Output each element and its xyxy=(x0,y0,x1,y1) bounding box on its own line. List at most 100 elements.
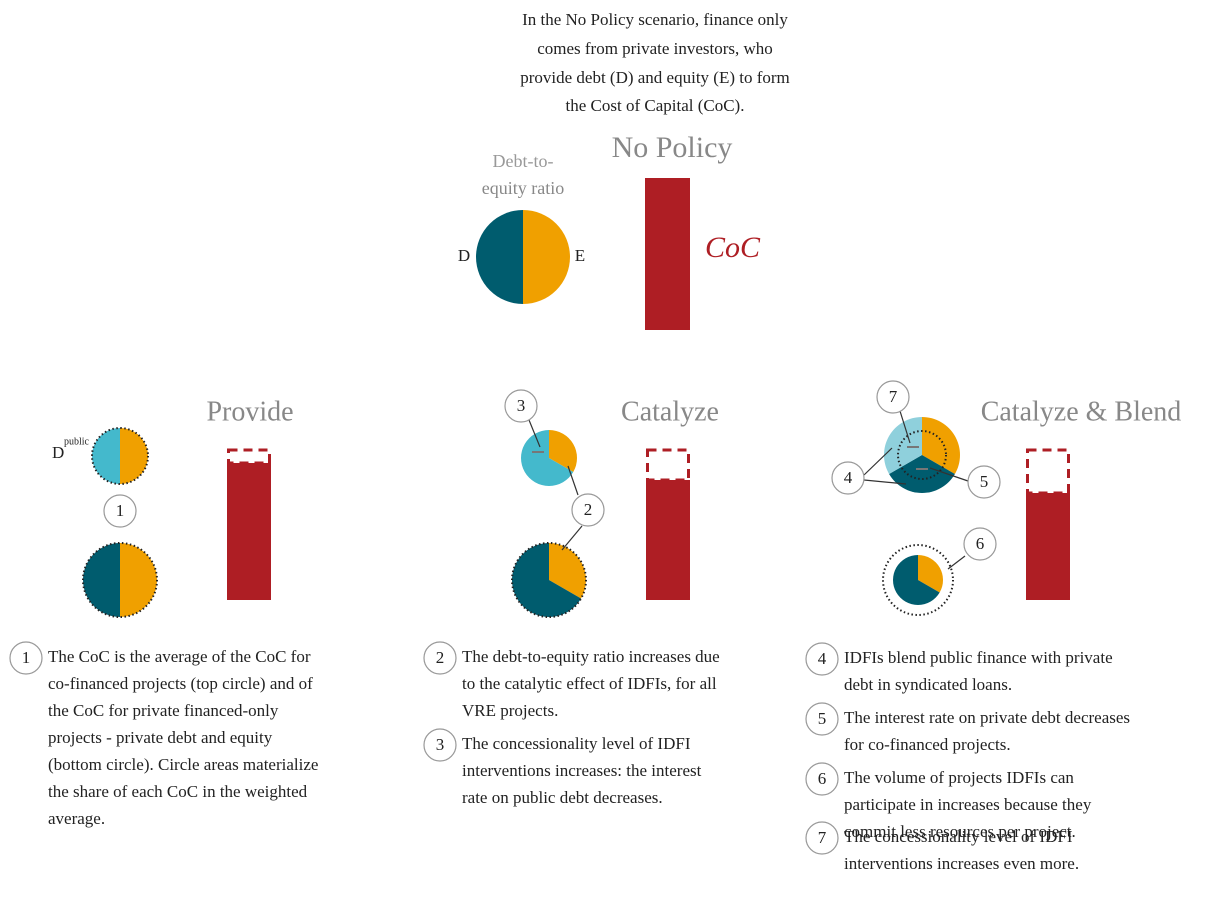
dotted-outline xyxy=(897,430,947,480)
note-line: the CoC for private financed-only xyxy=(48,701,279,720)
pie-slice xyxy=(893,555,940,605)
leader-line xyxy=(567,465,579,496)
callout-number: 7 xyxy=(818,828,827,847)
callout-number: 5 xyxy=(818,709,827,728)
no-policy-title: No Policy xyxy=(612,131,733,164)
leader-line xyxy=(899,410,911,444)
pie-slice xyxy=(549,430,577,472)
pie-slice xyxy=(523,210,570,304)
bar xyxy=(646,480,690,600)
pie-slice xyxy=(512,543,582,617)
callout-number: 7 xyxy=(889,387,898,406)
note-line: average. xyxy=(48,809,105,828)
pie-slice xyxy=(918,555,943,593)
note-line: The CoC is the average of the CoC for xyxy=(48,647,311,666)
callout-number: 4 xyxy=(844,468,853,487)
pie-slice xyxy=(884,417,922,474)
dashed-bar-top xyxy=(1026,448,1070,495)
leader-line xyxy=(863,479,907,485)
note-line: commit less resources per project. xyxy=(844,822,1076,841)
note-line: for co-financed projects. xyxy=(844,735,1011,754)
callout-number: 6 xyxy=(818,769,827,788)
note-line: VRE projects. xyxy=(462,701,558,720)
callout-number: 2 xyxy=(584,500,593,519)
coc-bar xyxy=(645,178,690,330)
callout-number: 6 xyxy=(976,534,985,553)
note-line: rate on public debt decreases. xyxy=(462,788,663,807)
callout-number: 3 xyxy=(517,396,526,415)
pie-slice xyxy=(521,430,574,486)
dotted-outline xyxy=(882,544,954,616)
callout-circle xyxy=(805,762,839,796)
callout-number: 4 xyxy=(818,649,827,668)
note-line: The debt-to-equity ratio increases due xyxy=(462,647,720,666)
note-line: The volume of projects IDFIs can xyxy=(844,768,1074,787)
callout-number: 3 xyxy=(436,735,445,754)
pie-slice xyxy=(549,543,587,599)
callout-circle xyxy=(805,702,839,736)
pie-slice xyxy=(476,210,523,304)
dashed-bar-top xyxy=(646,448,690,482)
note-line: The concessionality level of IDFI xyxy=(462,734,691,753)
dotted-outline xyxy=(82,542,158,618)
leader-line xyxy=(929,467,969,482)
callout-number: 2 xyxy=(436,648,445,667)
note-line: projects - private debt and equity xyxy=(48,728,273,747)
pie-slice xyxy=(83,543,120,617)
callout-number: 1 xyxy=(22,648,31,667)
ratio-label: Debt-to- xyxy=(493,151,554,171)
dotted-outline xyxy=(91,427,149,485)
callout-circle xyxy=(103,494,137,528)
panel-title: Catalyze & Blend xyxy=(981,396,1182,427)
leader-line xyxy=(947,555,966,570)
d-public-label: D xyxy=(52,443,64,462)
callout-circle xyxy=(571,493,605,527)
callout-circle xyxy=(831,461,865,495)
callout-circle xyxy=(504,389,538,423)
callout-circle xyxy=(9,641,43,675)
pie-slice xyxy=(922,417,960,474)
note-line: IDFIs blend public finance with private xyxy=(844,648,1113,667)
note-line: participate in increases because they xyxy=(844,795,1092,814)
leader-line xyxy=(528,419,541,448)
ratio-label: equity ratio xyxy=(482,178,564,198)
intro-line: the Cost of Capital (CoC). xyxy=(566,96,745,115)
callout-number: 1 xyxy=(116,501,125,520)
callout-circle xyxy=(963,527,997,561)
callout-circle xyxy=(423,641,457,675)
d-label: D xyxy=(458,246,470,265)
note-line: interventions increases: the interest xyxy=(462,761,702,780)
dotted-outline xyxy=(511,542,587,618)
note-line: interventions increases even more. xyxy=(844,854,1079,873)
intro-line: comes from private investors, who xyxy=(537,39,773,58)
callout-circle xyxy=(805,821,839,855)
panel-title: Provide xyxy=(206,396,293,427)
note-line: The interest rate on private debt decrea… xyxy=(844,708,1130,727)
shapes xyxy=(82,210,1070,618)
d-public-sup: public xyxy=(64,436,90,447)
callouts: 1 3 2 7 4 5 6 xyxy=(103,380,1001,561)
bar xyxy=(227,463,271,600)
callout-circle xyxy=(423,728,457,762)
callout-circle xyxy=(876,380,910,414)
pie-slice xyxy=(92,428,120,484)
callout-number: 5 xyxy=(980,472,989,491)
note-line: to the catalytic effect of IDFIs, for al… xyxy=(462,674,717,693)
note-line: co-financed projects (top circle) and of xyxy=(48,674,313,693)
intro-line: provide debt (D) and equity (E) to form xyxy=(520,68,790,87)
note-line: (bottom circle). Circle areas materializ… xyxy=(48,755,318,774)
note-line: the share of each CoC in the weighted xyxy=(48,782,308,801)
note-line: debt in syndicated loans. xyxy=(844,675,1012,694)
bar xyxy=(1026,493,1070,600)
notes: 1 The CoC is the average of the CoC for co… xyxy=(9,641,1130,873)
intro-line: In the No Policy scenario, finance only xyxy=(522,10,788,29)
leader-line xyxy=(561,525,583,551)
panel-title: Catalyze xyxy=(621,396,719,427)
dashed-bar-top xyxy=(227,448,271,465)
pie-slice xyxy=(120,428,148,484)
leader-line xyxy=(863,447,893,476)
note-line: The concessionality level of IDFI xyxy=(844,827,1073,846)
callout-circle xyxy=(967,465,1001,499)
coc-label: CoC xyxy=(705,231,761,264)
